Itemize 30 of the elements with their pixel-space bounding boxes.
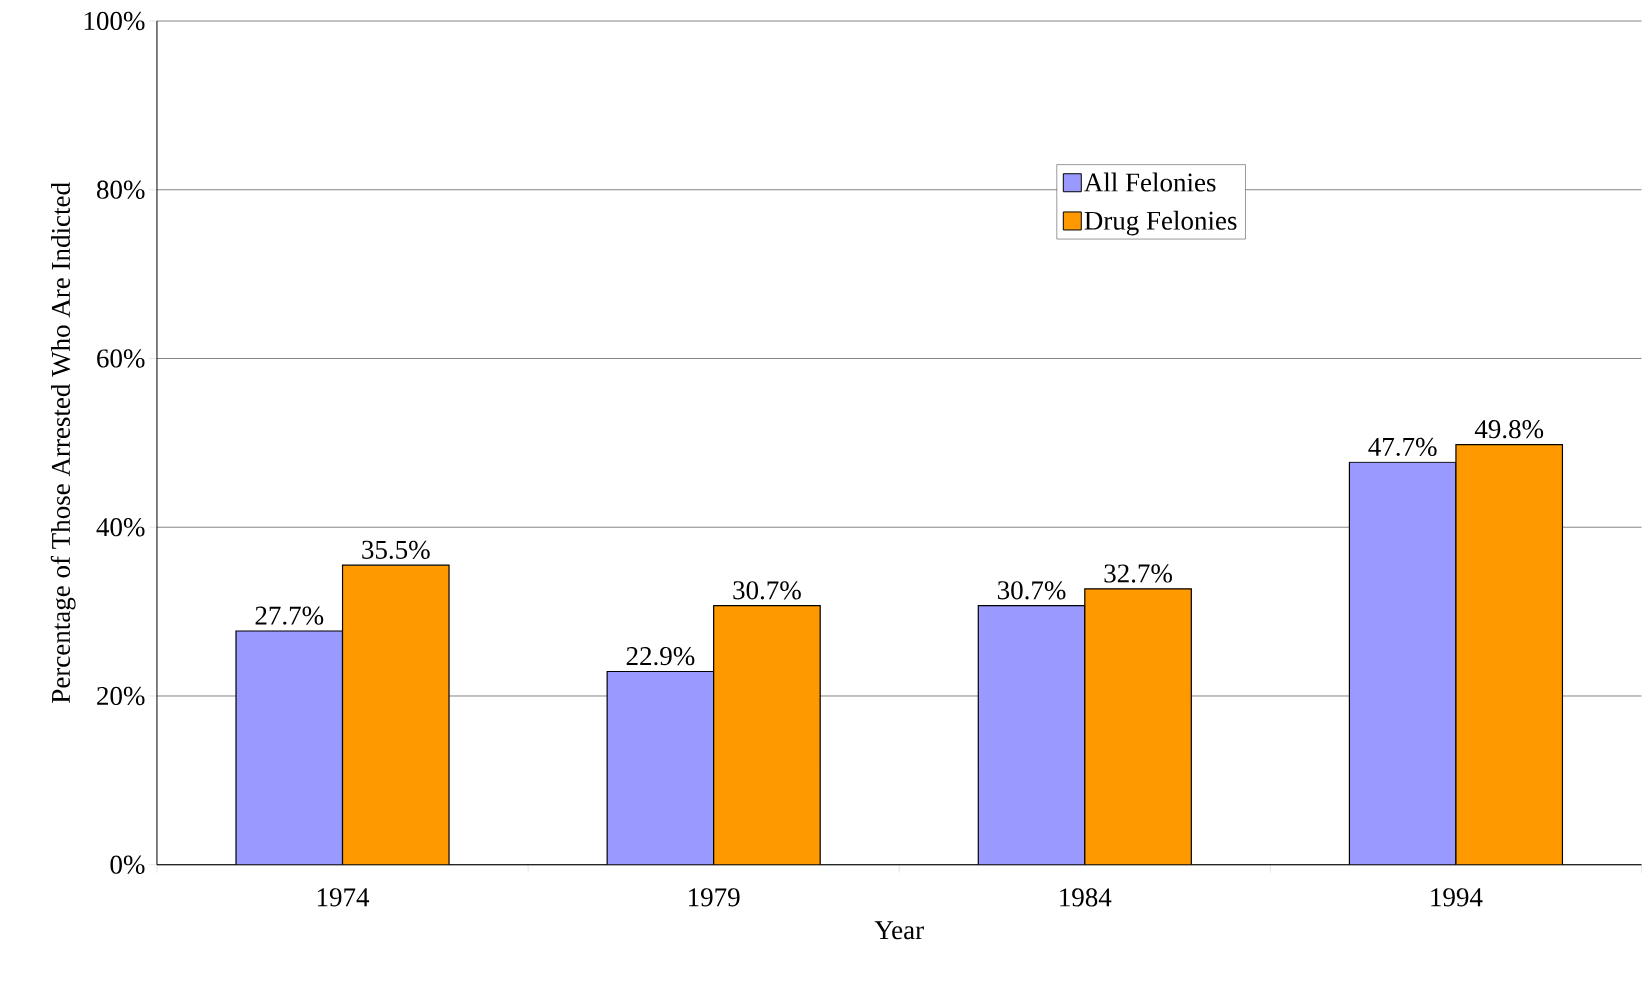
bar — [1455, 444, 1564, 865]
y-tick-label: 20% — [97, 686, 145, 706]
x-tick-label: 1979 — [689, 888, 740, 907]
bar — [607, 671, 714, 865]
y-tick-label: 40% — [96, 518, 145, 537]
bar — [342, 565, 450, 865]
y-tick-label: 0% — [110, 855, 145, 875]
y-axis-title: Percentage of Those Arrested Who Are Indicted — [50, 182, 76, 704]
data-label: 47.7% — [1368, 437, 1437, 457]
bar — [236, 631, 343, 865]
bar — [978, 605, 1085, 865]
legend-label: Drug Felonies — [1084, 210, 1237, 236]
data-label: 22.9% — [626, 647, 695, 666]
data-label: 49.8% — [1474, 420, 1544, 439]
bar — [713, 605, 821, 865]
x-tick-label: 1984 — [1060, 888, 1112, 907]
y-tick-label: 100% — [84, 11, 145, 31]
y-tick-label: 60% — [97, 349, 145, 368]
y-tick-label: 80% — [96, 180, 145, 200]
legend-label: All Felonies — [1084, 172, 1216, 192]
x-axis-title: Year — [874, 921, 924, 940]
x-tick-label: 1994 — [1431, 888, 1483, 907]
data-label: 32.7% — [1104, 564, 1173, 583]
data-label: 30.7% — [997, 581, 1066, 600]
data-label: 30.7% — [733, 581, 801, 600]
data-label: 27.7% — [255, 606, 324, 625]
data-label: 35.5% — [362, 540, 430, 560]
bar — [1348, 461, 1457, 865]
bar — [1084, 588, 1192, 865]
x-tick-label: 1974 — [317, 888, 370, 907]
